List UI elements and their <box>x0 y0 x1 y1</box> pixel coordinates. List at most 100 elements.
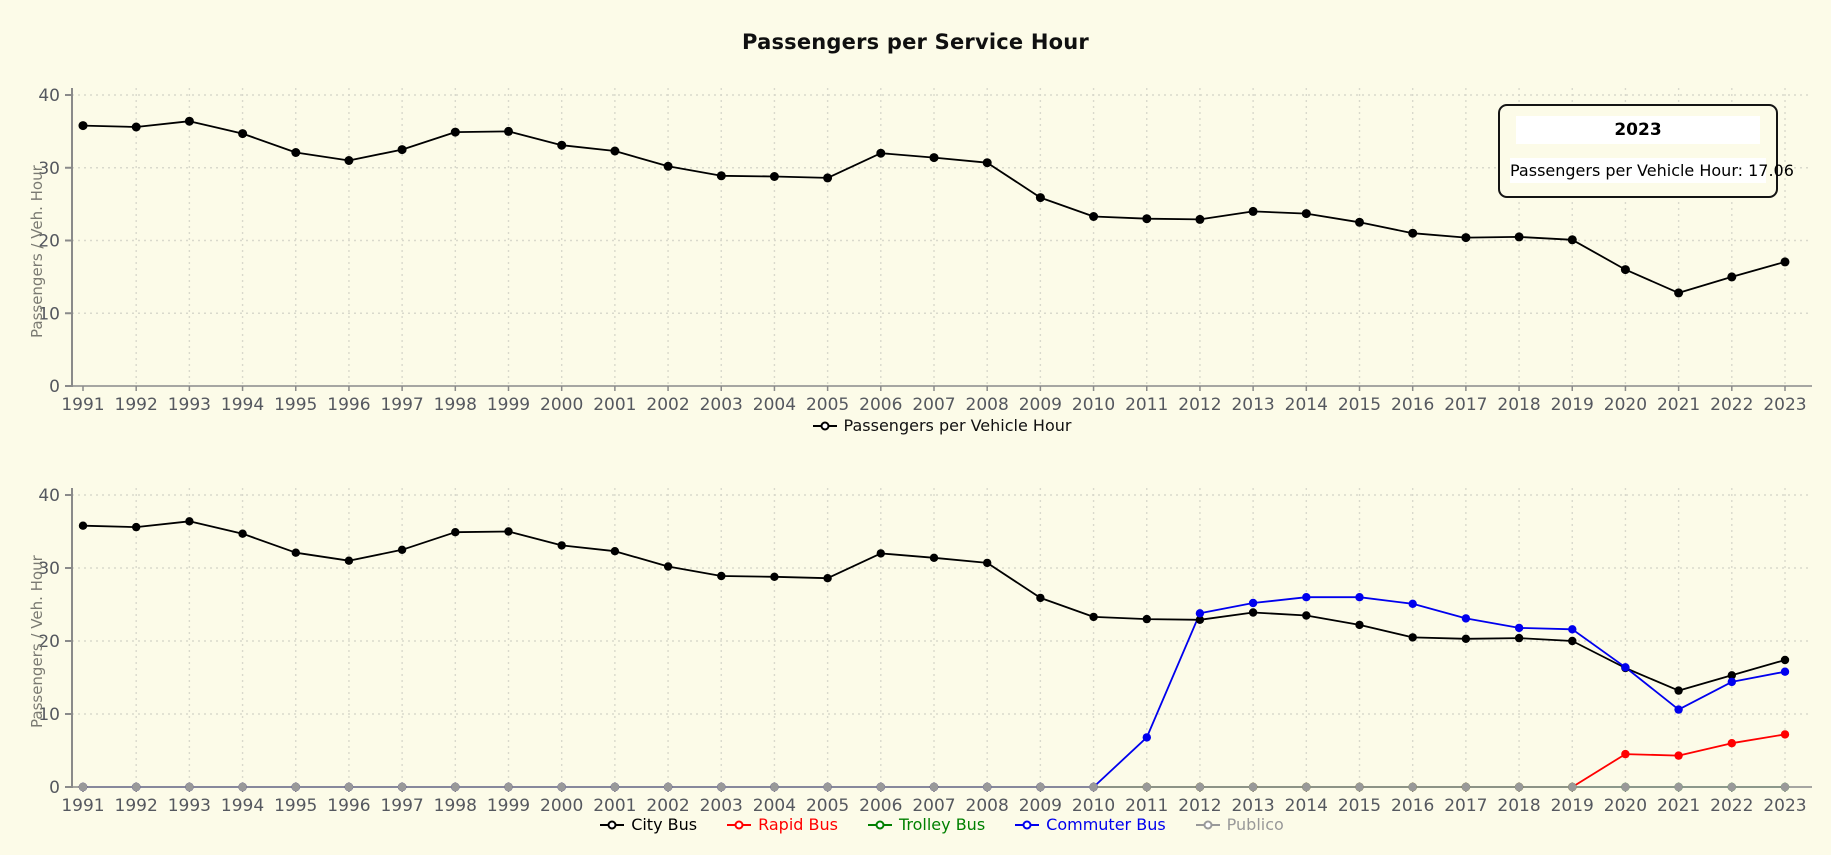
legend-marker-icon <box>600 820 625 829</box>
svg-text:2021: 2021 <box>1657 395 1700 415</box>
svg-text:2003: 2003 <box>700 395 743 415</box>
svg-text:2008: 2008 <box>966 395 1009 415</box>
svg-text:10: 10 <box>38 705 60 725</box>
svg-text:2010: 2010 <box>1072 395 1115 415</box>
legend-marker-icon <box>1195 820 1220 829</box>
svg-text:20: 20 <box>38 632 60 652</box>
legend-item-passengers-per-vehicle-hour[interactable]: Passengers per Vehicle Hour <box>812 416 1072 435</box>
svg-text:2014: 2014 <box>1285 395 1328 415</box>
cursor-tooltip: 2023 Passengers per Vehicle Hour: 17.06 <box>1498 104 1794 198</box>
svg-text:2016: 2016 <box>1391 395 1434 415</box>
svg-text:1993: 1993 <box>168 395 211 415</box>
svg-text:2005: 2005 <box>806 395 849 415</box>
grid <box>72 88 1812 386</box>
legend-label-city-bus: City Bus <box>631 815 698 834</box>
legend-top: Passengers per Vehicle Hour <box>72 416 1812 435</box>
svg-text:0: 0 <box>49 778 60 798</box>
svg-text:2002: 2002 <box>646 395 689 415</box>
chart-1: 0 10 20 30 40 1991 1992 1993 1994 1995 1996 1997 199… <box>38 486 1812 816</box>
svg-text:2011: 2011 <box>1125 395 1168 415</box>
svg-text:2022: 2022 <box>1710 796 1753 816</box>
svg-text:2017: 2017 <box>1444 796 1487 816</box>
svg-text:1992: 1992 <box>115 395 158 415</box>
line-rapid-bus <box>83 733 1786 788</box>
legend-item-commuter-bus[interactable]: Commuter Bus <box>1015 815 1166 834</box>
svg-text:2000: 2000 <box>540 796 583 816</box>
svg-text:2006: 2006 <box>859 796 902 816</box>
svg-text:2011: 2011 <box>1125 796 1168 816</box>
svg-text:2020: 2020 <box>1604 395 1647 415</box>
svg-text:1994: 1994 <box>221 395 264 415</box>
svg-text:1998: 1998 <box>434 395 477 415</box>
legend-item-publico[interactable]: Publico <box>1195 815 1284 834</box>
legend-label-publico: Publico <box>1226 815 1284 834</box>
svg-text:2004: 2004 <box>753 796 796 816</box>
svg-text:2020: 2020 <box>1604 796 1647 816</box>
svg-text:2016: 2016 <box>1391 796 1434 816</box>
svg-text:2018: 2018 <box>1497 395 1540 415</box>
svg-text:2010: 2010 <box>1072 796 1115 816</box>
series-markers <box>78 517 1790 792</box>
svg-text:10: 10 <box>38 304 60 324</box>
svg-text:2002: 2002 <box>646 796 689 816</box>
svg-text:1991: 1991 <box>61 395 104 415</box>
svg-text:20: 20 <box>38 232 60 252</box>
svg-text:2007: 2007 <box>912 395 955 415</box>
svg-text:2015: 2015 <box>1338 796 1381 816</box>
svg-text:2019: 2019 <box>1551 796 1594 816</box>
svg-text:2007: 2007 <box>912 796 955 816</box>
svg-text:1996: 1996 <box>327 395 370 415</box>
chart-0: 0 10 20 30 40 1991 1992 1993 1994 1995 1996 1997 199… <box>38 86 1812 415</box>
legend-label-trolley-bus: Trolley Bus <box>898 815 986 834</box>
y-axis-label-top: Passengers / Veh. Hour <box>28 165 46 338</box>
svg-text:2013: 2013 <box>1231 395 1274 415</box>
svg-text:2012: 2012 <box>1178 796 1221 816</box>
svg-text:2009: 2009 <box>1019 796 1062 816</box>
svg-text:2022: 2022 <box>1710 395 1753 415</box>
legend-item-rapid-bus[interactable]: Rapid Bus <box>727 815 838 834</box>
legend-marker-icon <box>1015 820 1040 829</box>
svg-text:2003: 2003 <box>700 796 743 816</box>
svg-text:2023: 2023 <box>1763 395 1806 415</box>
legend-marker-icon <box>867 820 892 829</box>
svg-text:1999: 1999 <box>487 395 530 415</box>
legend-item-trolley-bus[interactable]: Trolley Bus <box>867 815 986 834</box>
svg-text:2001: 2001 <box>593 796 636 816</box>
legend-item-city-bus[interactable]: City Bus <box>600 815 697 834</box>
page-title: Passengers per Service Hour <box>742 30 1089 54</box>
grid <box>72 488 1812 787</box>
svg-text:1997: 1997 <box>380 395 423 415</box>
svg-text:2023: 2023 <box>1763 796 1806 816</box>
axes: 0 10 20 30 40 1991 1992 1993 1994 1995 1996 1997 199… <box>38 486 1812 816</box>
svg-text:30: 30 <box>38 559 60 579</box>
svg-text:1995: 1995 <box>274 796 317 816</box>
legend-label-commuter-bus: Commuter Bus <box>1046 815 1166 834</box>
svg-text:1994: 1994 <box>221 796 264 816</box>
tooltip-value-label: Passengers per Vehicle Hour: 17.06 <box>1510 158 1794 183</box>
y-axis-label-bottom: Passengers / Veh. Hour <box>28 555 46 728</box>
svg-text:40: 40 <box>38 486 60 506</box>
svg-text:2006: 2006 <box>859 395 902 415</box>
svg-text:2018: 2018 <box>1497 796 1540 816</box>
svg-text:1991: 1991 <box>61 796 104 816</box>
svg-text:2008: 2008 <box>966 796 1009 816</box>
svg-text:2001: 2001 <box>593 395 636 415</box>
svg-text:2017: 2017 <box>1444 395 1487 415</box>
legend-label-passengers-per-vehicle-hour: Passengers per Vehicle Hour <box>843 416 1072 435</box>
svg-text:2012: 2012 <box>1178 395 1221 415</box>
svg-text:1997: 1997 <box>380 796 423 816</box>
svg-text:1999: 1999 <box>487 796 530 816</box>
svg-text:1995: 1995 <box>274 395 317 415</box>
svg-text:2019: 2019 <box>1551 395 1594 415</box>
series-markers <box>78 116 1790 298</box>
svg-text:2014: 2014 <box>1285 796 1328 816</box>
line-city-bus <box>82 520 1786 692</box>
svg-text:2015: 2015 <box>1338 395 1381 415</box>
legend-marker-icon <box>812 421 837 430</box>
svg-text:2004: 2004 <box>753 395 796 415</box>
svg-text:2013: 2013 <box>1231 796 1274 816</box>
svg-text:40: 40 <box>38 86 60 106</box>
svg-text:1992: 1992 <box>115 796 158 816</box>
legend-bottom: City Bus Rapid Bus Trolley Bus Commuter Bus… <box>72 815 1812 834</box>
